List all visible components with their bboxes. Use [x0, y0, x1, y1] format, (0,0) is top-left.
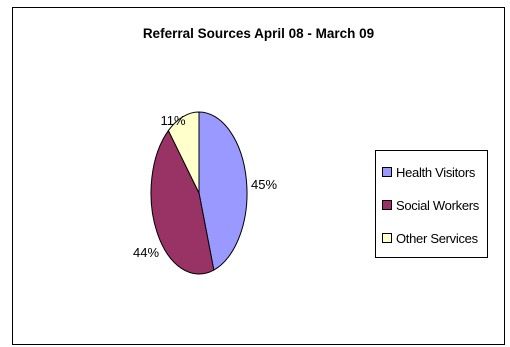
legend-label: Social Workers	[396, 197, 479, 213]
data-label: 11%	[160, 113, 185, 128]
legend-item-health-visitors: Health Visitors	[382, 163, 475, 181]
legend-swatch	[382, 233, 392, 243]
legend-item-other-services: Other Services	[382, 229, 478, 247]
pie-slice-social-workers	[150, 129, 215, 275]
data-label: 44%	[133, 245, 159, 260]
pie-slice-other-services	[167, 111, 200, 194]
legend-item-social-workers: Social Workers	[382, 196, 479, 214]
pie-slice-health-visitors	[198, 111, 248, 271]
chart-title: Referral Sources April 08 - March 09	[142, 26, 375, 41]
legend-label: Other Services	[396, 230, 478, 246]
legend-label: Health Visitors	[396, 164, 476, 180]
chart-legend: Health Visitors Social Workers Other Ser…	[375, 150, 488, 258]
legend-swatch	[382, 200, 392, 210]
legend-swatch	[382, 167, 392, 177]
data-label: 45%	[251, 177, 277, 192]
